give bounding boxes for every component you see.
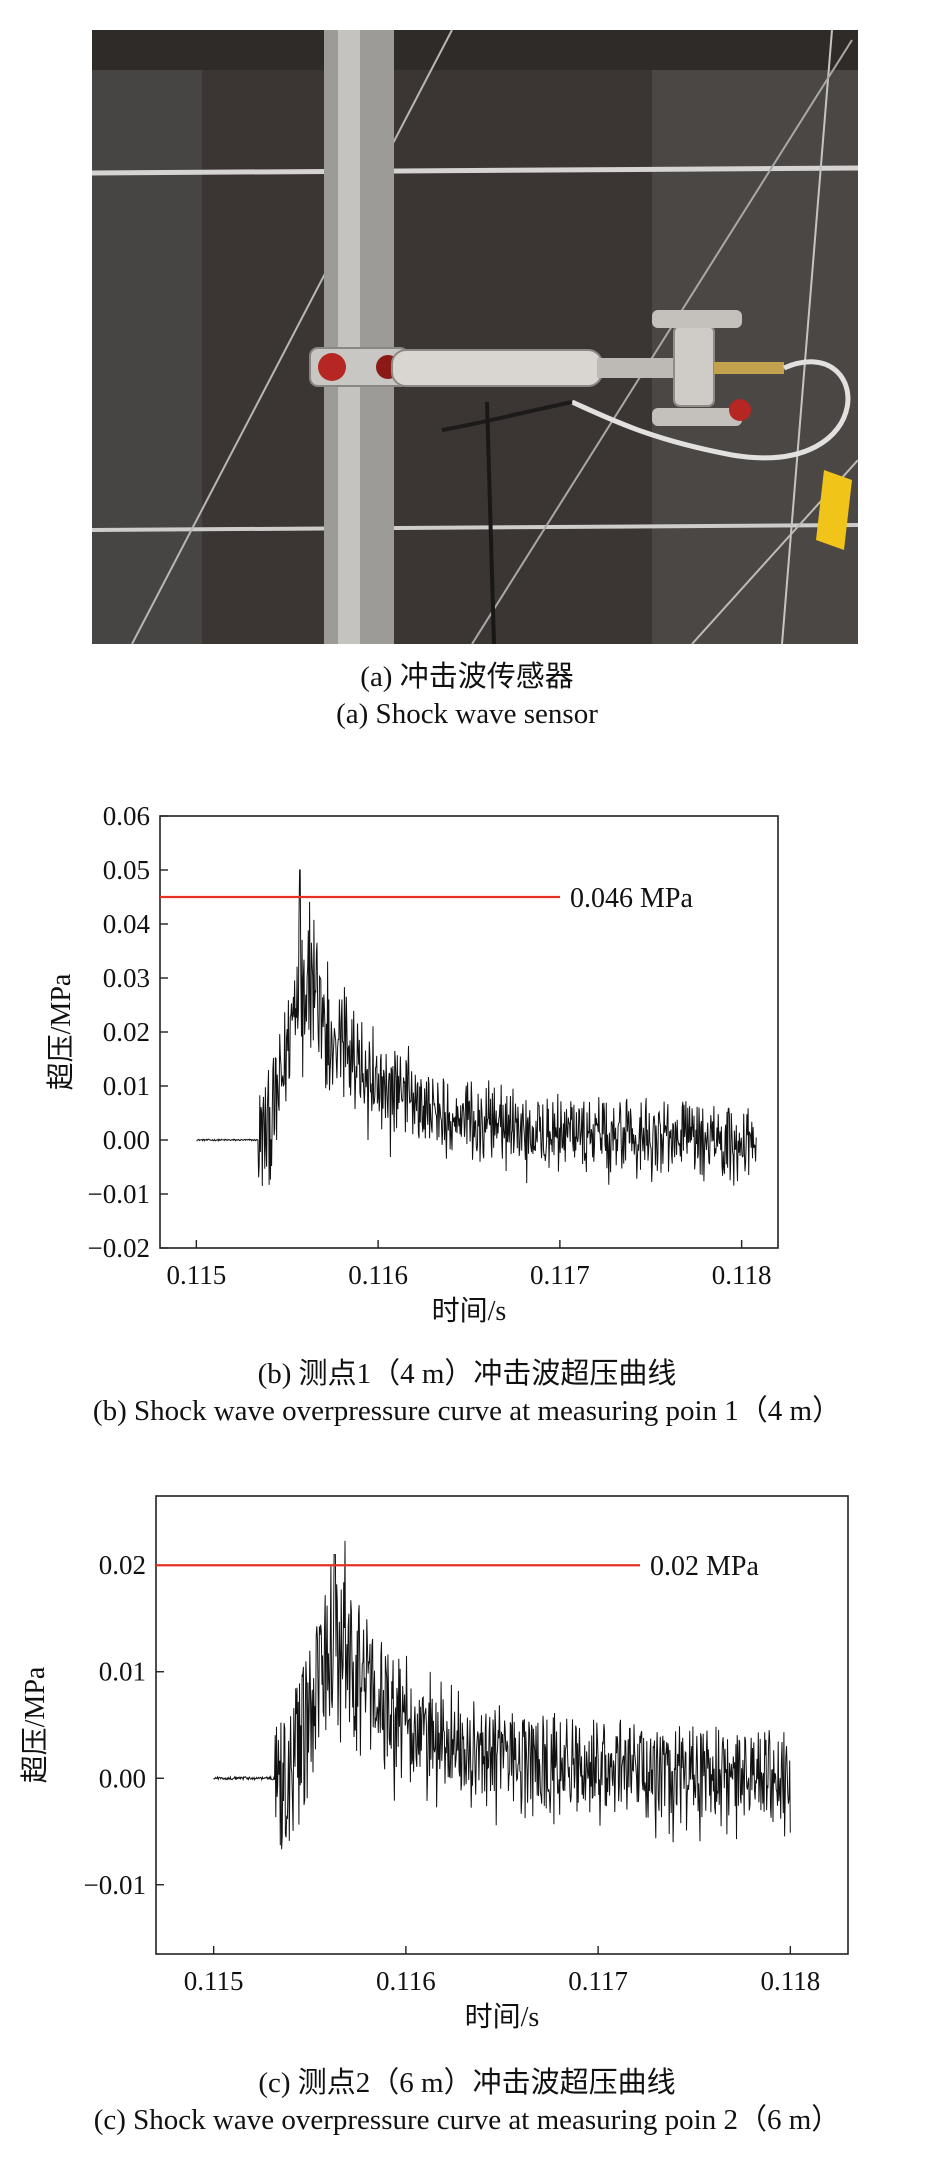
y-tick-label: 0.02 (99, 1550, 146, 1580)
panel-b-caption-cn: (b) 测点1（4 m）冲击波超压曲线 (257, 1358, 677, 1390)
y-tick-label: 0.06 (103, 801, 150, 831)
plot-frame (159, 815, 779, 1249)
overpressure-series-line (213, 1540, 791, 1850)
panel-a-caption-en: (a) Shock wave sensor (336, 698, 598, 730)
reference-line-label: 0.02 MPa (650, 1551, 759, 1582)
panel-c-caption-cn: (c) 测点2（6 m）冲击波超压曲线 (258, 2067, 676, 2099)
y-tick-label: −0.02 (88, 1233, 150, 1263)
plot-frame (155, 1495, 849, 1955)
x-axis-label: 时间/s (465, 2001, 540, 2033)
overpressure-series-line (196, 869, 757, 1186)
y-tick-label: 0.04 (103, 909, 151, 939)
y-tick-label: −0.01 (88, 1179, 150, 1209)
x-tick-label: 0.117 (568, 1966, 628, 1996)
y-tick-label: 0.00 (103, 1125, 150, 1155)
overpressure-chart-point-2: −0.01 0.00 0.01 0.02 0.115 0.116 0.117 0.118 时间/… (19, 1495, 849, 2033)
panel-c-caption-en: (c) Shock wave overpressure curve at mea… (93, 2104, 841, 2136)
y-tick-label: 0.05 (103, 855, 150, 885)
x-tick-label: 0.115 (166, 1260, 226, 1290)
y-tick-label: 0.03 (103, 963, 150, 993)
x-axis-label: 时间/s (432, 1295, 507, 1326)
y-tick-label: 0.00 (99, 1763, 146, 1793)
y-axis-label: 超压/MPa (45, 973, 77, 1090)
x-tick-label: 0.116 (376, 1966, 436, 1996)
x-tick-label: 0.116 (348, 1260, 408, 1290)
panel-a-caption-cn: (a) 冲击波传感器 (360, 661, 574, 693)
x-tick-label: 0.115 (184, 1966, 244, 1996)
reference-line-label: 0.046 MPa (570, 883, 693, 914)
x-tick-label: 0.118 (760, 1966, 820, 1996)
x-tick-label: 0.118 (712, 1260, 772, 1290)
y-tick-label: 0.01 (99, 1657, 146, 1687)
y-axis-label: 超压/MPa (19, 1666, 51, 1783)
overpressure-chart-point-1: −0.02 −0.01 0.00 0.01 0.02 0.03 0.04 0.05 0.06 0.… (45, 801, 779, 1326)
shock-wave-sensor-photo (92, 30, 858, 644)
panel-b-caption-en: (b) Shock wave overpressure curve at mea… (92, 1395, 842, 1427)
x-tick-label: 0.117 (530, 1260, 590, 1290)
y-tick-label: 0.02 (103, 1017, 150, 1047)
y-tick-label: −0.01 (84, 1870, 146, 1900)
y-tick-label: 0.01 (103, 1071, 150, 1101)
